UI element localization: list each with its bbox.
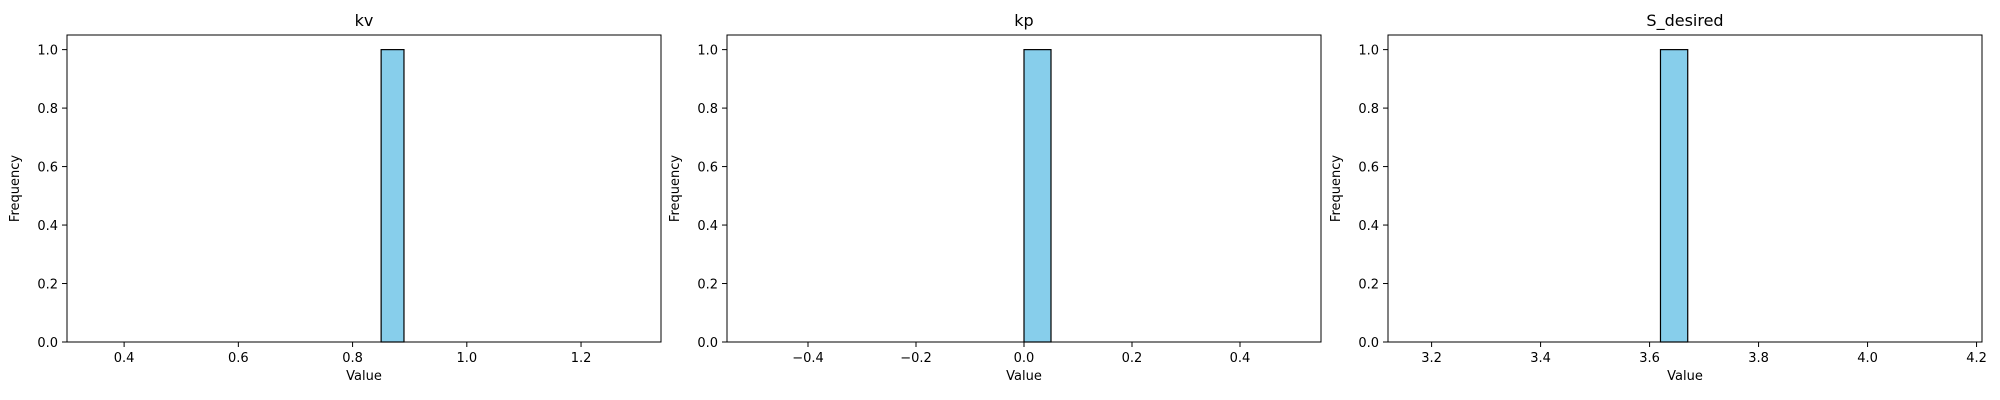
y-tick-label: 0.2 — [1358, 278, 1379, 293]
y-tick-label: 0.4 — [1358, 219, 1379, 234]
x-tick-label: 4.0 — [1857, 351, 1878, 366]
x-axis-label: Value — [1006, 369, 1042, 384]
y-tick-label: 0.8 — [1358, 102, 1379, 117]
x-tick-label: 3.6 — [1639, 351, 1660, 366]
x-tick-label: 0.4 — [1230, 351, 1251, 366]
y-tick-label: 0.2 — [697, 278, 718, 293]
y-tick-label: 0.4 — [697, 219, 718, 234]
histogram-panel-kp: kp Value Frequency −0.4 −0.2 0.0 0.2 0.4 0.0 0… — [668, 11, 1322, 384]
histogram-panel-kv: kv Value Frequency 0.4 0.6 0.8 1.0 1.2 0.0 0.2… — [8, 11, 662, 384]
x-tick-label: 1.2 — [571, 351, 592, 366]
y-axis-label: Frequency — [1329, 155, 1344, 222]
histogram-panel-s-desired: S_desired Value Frequency 3.2 3.4 3.6 3.8 4.… — [1329, 11, 1987, 384]
y-tick-label: 0.2 — [37, 278, 58, 293]
y-tick-label: 0.8 — [697, 102, 718, 117]
panel-title: kv — [355, 11, 374, 30]
y-tick-label: 0.6 — [37, 161, 58, 176]
plot-frame — [66, 34, 662, 343]
y-tick-label: 0.6 — [697, 161, 718, 176]
y-tick-label: 0.0 — [37, 336, 58, 351]
y-axis-label: Frequency — [8, 155, 23, 222]
x-tick-label: 0.0 — [1014, 351, 1035, 366]
x-tick-label: 1.0 — [456, 351, 477, 366]
x-tick-label: 3.4 — [1530, 351, 1551, 366]
x-axis-label: Value — [1667, 369, 1703, 384]
x-tick-label: 0.4 — [114, 351, 135, 366]
y-tick-label: 0.4 — [37, 219, 58, 234]
x-tick-label: 3.8 — [1748, 351, 1769, 366]
x-tick-label: 4.2 — [1966, 351, 1987, 366]
y-tick-label: 0.0 — [1358, 336, 1379, 351]
histogram-bar — [1023, 49, 1052, 343]
panel-title: S_desired — [1646, 11, 1723, 31]
y-tick-label: 0.6 — [1358, 161, 1379, 176]
y-tick-label: 1.0 — [37, 44, 58, 59]
histogram-bar — [380, 49, 405, 343]
y-tick-label: 0.0 — [697, 336, 718, 351]
x-tick-label: −0.4 — [792, 351, 824, 366]
y-tick-label: 1.0 — [1358, 44, 1379, 59]
x-axis-label: Value — [346, 369, 382, 384]
y-axis-label: Frequency — [668, 155, 683, 222]
x-tick-label: 0.2 — [1122, 351, 1143, 366]
plot-frame — [1387, 34, 1983, 343]
panel-title: kp — [1014, 11, 1033, 30]
x-tick-label: 3.2 — [1421, 351, 1442, 366]
y-tick-label: 0.8 — [37, 102, 58, 117]
y-tick-label: 1.0 — [697, 44, 718, 59]
x-tick-label: −0.2 — [900, 351, 932, 366]
histogram-bar — [1659, 49, 1689, 343]
x-tick-label: 0.8 — [342, 351, 363, 366]
x-tick-label: 0.6 — [228, 351, 249, 366]
